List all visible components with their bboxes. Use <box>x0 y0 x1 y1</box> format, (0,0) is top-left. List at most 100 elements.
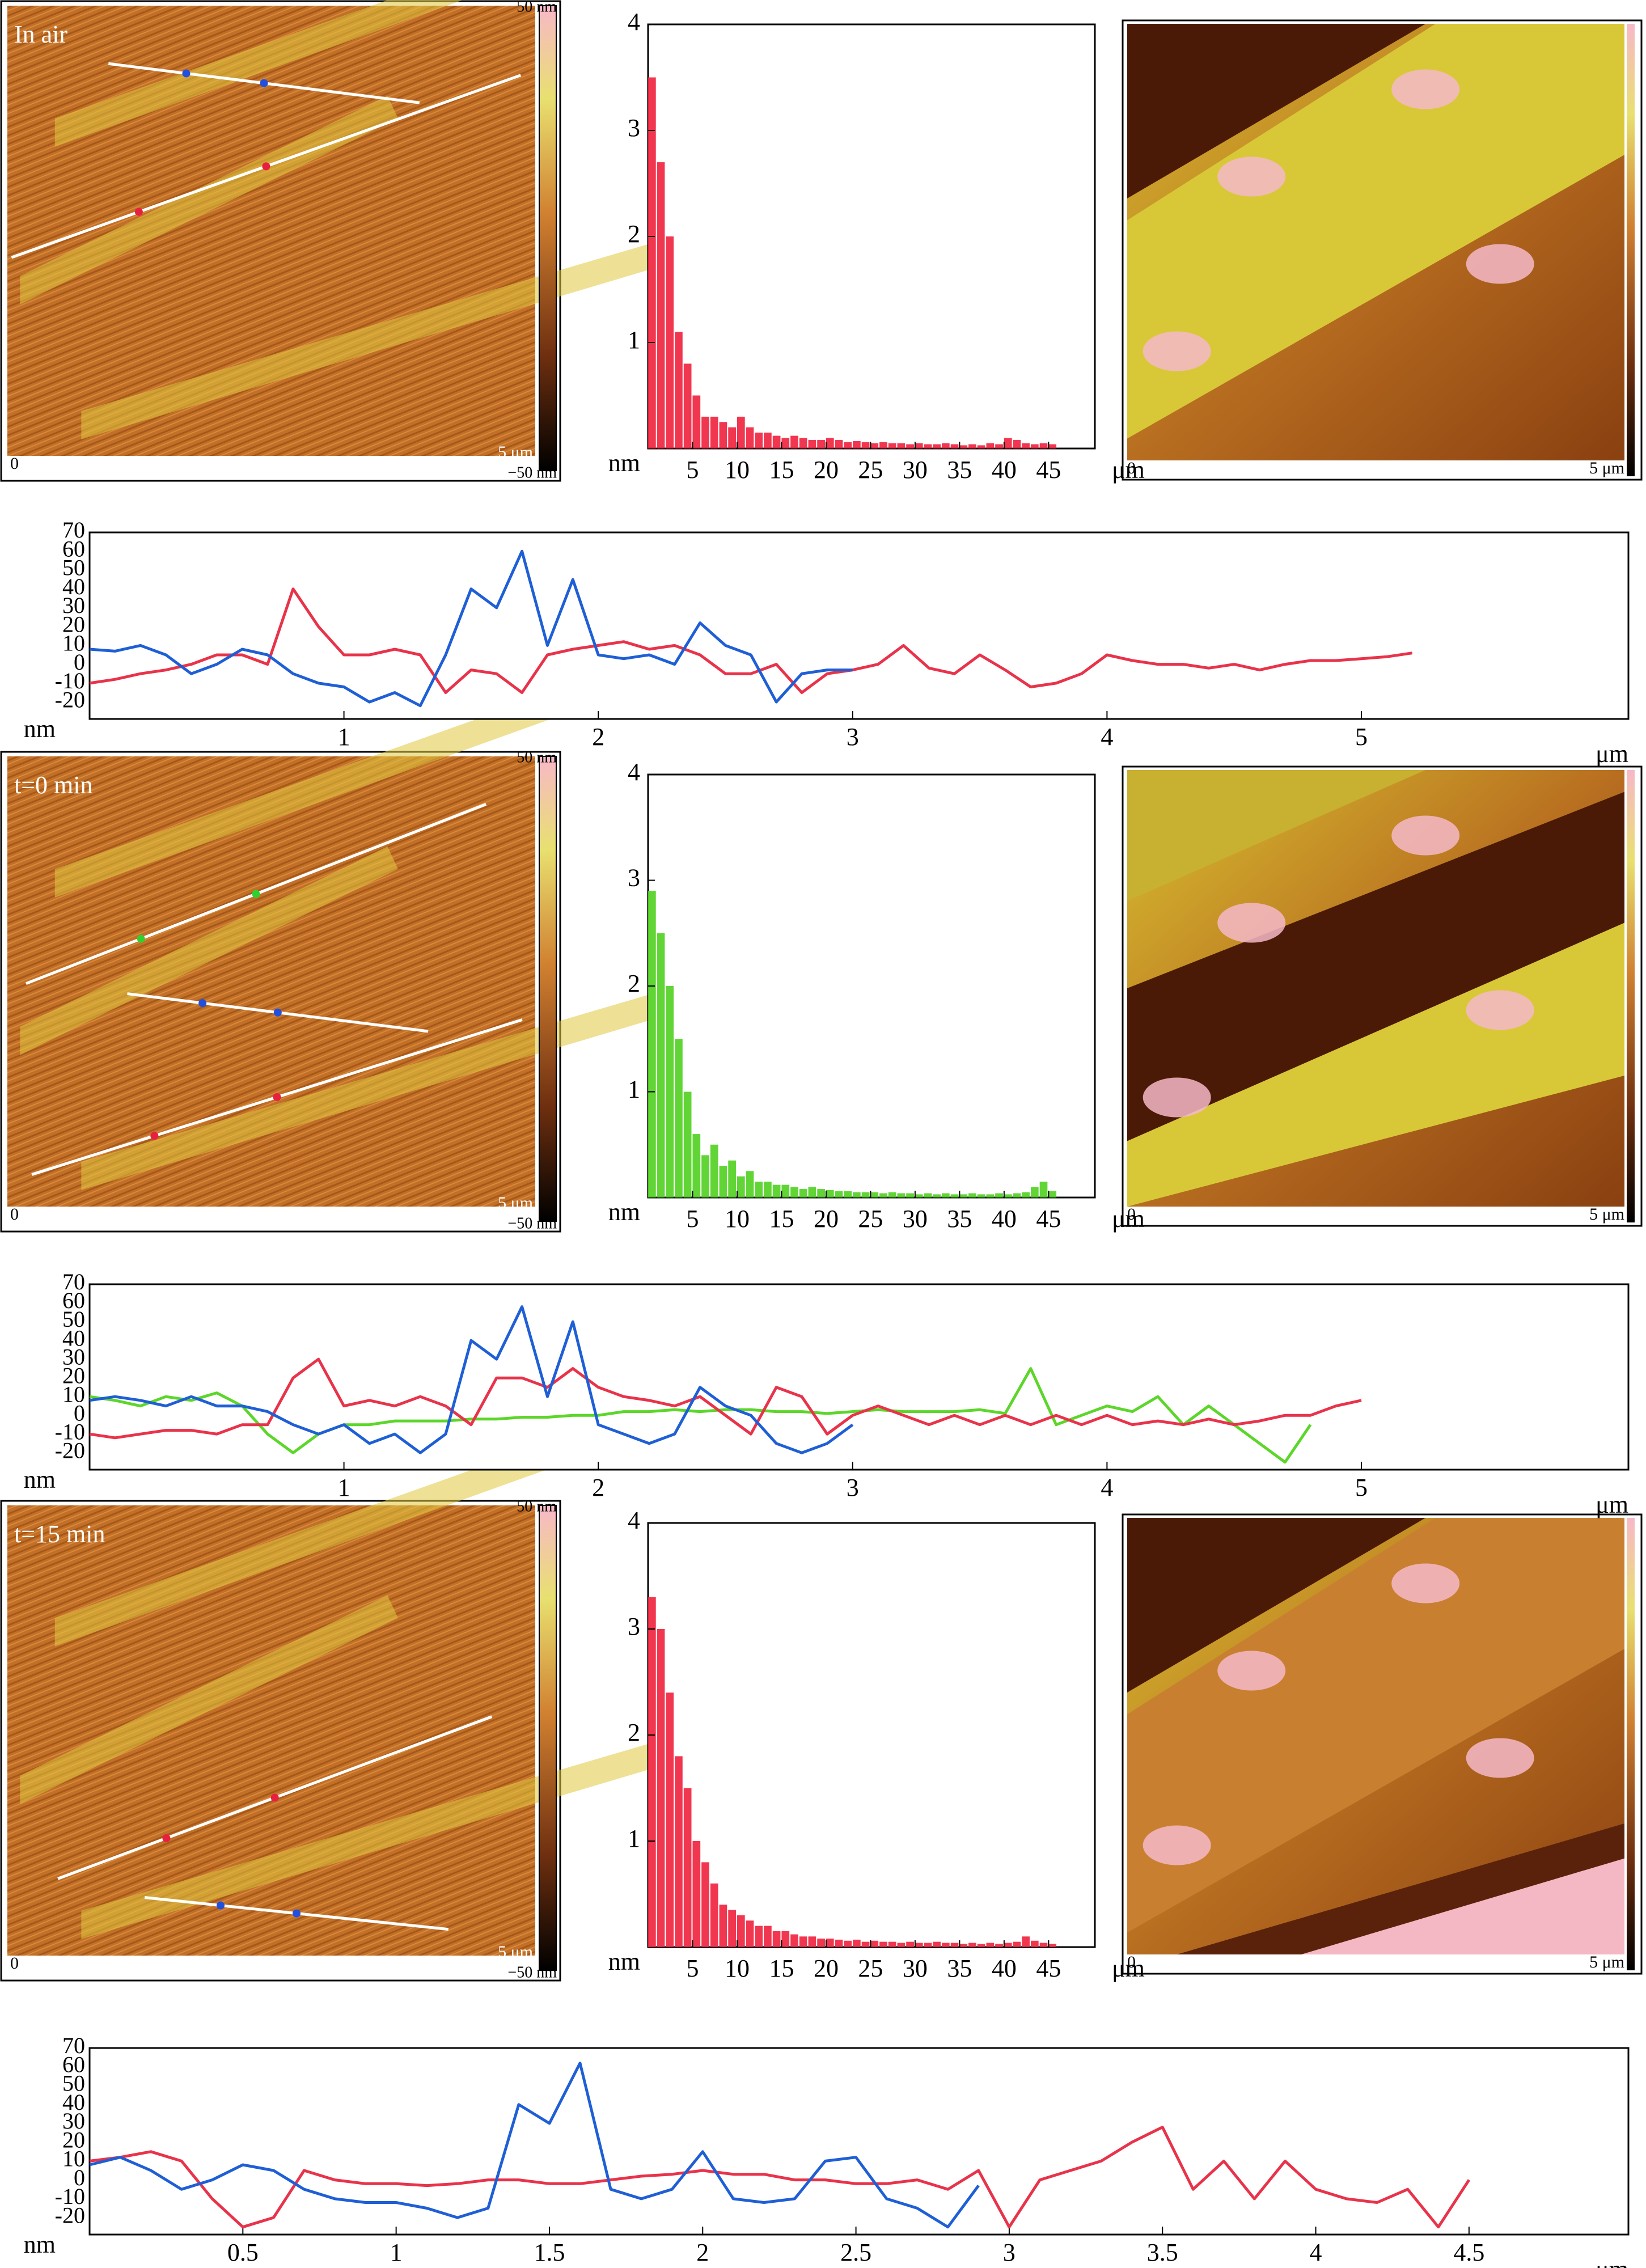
x-tick-label: 5 <box>686 456 699 484</box>
bar <box>1013 1193 1021 1198</box>
colorbar-top: 50 nm <box>517 748 557 766</box>
bar <box>942 1193 950 1198</box>
x-tick-label: 20 <box>814 1954 839 1982</box>
y-axis-label: nm <box>608 1198 640 1226</box>
colorbar <box>1627 770 1635 1222</box>
y-tick-label: 40 <box>62 574 85 599</box>
y-tick-label: 50 <box>62 1306 85 1332</box>
bar <box>959 445 968 448</box>
colorbar-top: 50 nm <box>517 0 557 15</box>
colorbar <box>1627 1518 1635 1970</box>
pink-blob <box>1466 990 1534 1030</box>
bar <box>826 1939 834 1947</box>
bar <box>1048 1191 1057 1198</box>
pink-blob <box>1143 331 1211 371</box>
bar <box>781 1184 790 1198</box>
profile-line <box>89 549 853 708</box>
bar <box>675 332 683 448</box>
bar <box>719 422 727 448</box>
x-tick-label: 10 <box>725 1205 750 1233</box>
x-tick-label: 3.5 <box>1147 2239 1178 2266</box>
bar <box>986 1943 995 1947</box>
y-tick-label: 10 <box>62 1381 85 1407</box>
x-tick-label: 5 <box>1355 723 1368 751</box>
colorbar <box>539 5 557 471</box>
profile-line <box>89 1305 854 1454</box>
y-tick-label: 60 <box>62 1288 85 1313</box>
bar <box>1013 440 1021 448</box>
terrace-edge <box>20 1595 398 1804</box>
bright-terrace <box>1127 770 1426 901</box>
bar <box>710 1144 718 1198</box>
bar <box>692 1841 701 1947</box>
y-tick-label: 30 <box>62 593 85 618</box>
profile-line <box>89 2062 980 2229</box>
bar <box>755 1926 763 1947</box>
bar <box>648 77 656 448</box>
y-tick-label: 50 <box>62 2071 85 2096</box>
x-tick-label: 4 <box>1310 2239 1322 2266</box>
x-tick-label: 30 <box>903 1205 928 1233</box>
y-tick-label: 30 <box>62 2108 85 2134</box>
y-tick-label: 10 <box>62 2146 85 2172</box>
bar <box>799 438 807 448</box>
bar <box>683 1091 692 1198</box>
x-tick-label: 30 <box>903 1954 928 1982</box>
x-axis-label: μm <box>1596 1491 1628 1518</box>
plot-frame <box>647 1522 1096 1948</box>
bar <box>870 443 879 448</box>
x-tick-label: 10 <box>725 1954 750 1982</box>
bar <box>657 933 665 1198</box>
y-tick-label: 50 <box>62 555 85 581</box>
x-tick-label: 40 <box>992 456 1017 484</box>
bar <box>906 1193 914 1198</box>
bar <box>808 440 816 448</box>
bar <box>808 1187 816 1198</box>
pink-blob <box>1391 1563 1460 1603</box>
scan-marker <box>273 1093 281 1101</box>
y-tick-label: 2 <box>628 1719 640 1746</box>
image-origin: 0 <box>10 1205 19 1224</box>
x-tick-label: 25 <box>858 1954 883 1982</box>
x-tick-label: 2.5 <box>840 2239 871 2266</box>
x-axis-label: μm <box>1112 456 1145 484</box>
terrace-edge <box>54 1437 573 1647</box>
bar <box>835 1191 843 1198</box>
scan-marker <box>198 999 207 1008</box>
bar <box>737 1915 745 1947</box>
y-tick-label: 0 <box>74 2165 85 2190</box>
bar <box>746 1920 754 1947</box>
colorbar <box>539 756 557 1222</box>
bar <box>977 1944 985 1947</box>
bar <box>959 1944 968 1947</box>
scan-marker <box>273 1008 282 1017</box>
bar <box>772 1931 781 1947</box>
y-axis-label: nm <box>24 1466 56 1493</box>
y-tick-label: 60 <box>62 2051 85 2077</box>
x-tick-label: 20 <box>814 456 839 484</box>
dark-terrace <box>1127 1518 1426 1692</box>
y-tick-label: 70 <box>62 2033 85 2058</box>
x-tick-label: 4.5 <box>1453 2239 1484 2266</box>
bar <box>648 891 656 1198</box>
plot-frame <box>647 773 1096 1199</box>
x-tick-label: 1 <box>338 1474 350 1501</box>
bar <box>870 1192 879 1198</box>
y-tick-label: 70 <box>62 1269 85 1294</box>
bar <box>764 1926 772 1947</box>
scan-marker <box>260 79 268 87</box>
bar <box>861 442 870 448</box>
y-tick-label: -20 <box>55 2202 85 2228</box>
bar <box>826 438 834 448</box>
y-tick-label: 0 <box>74 649 85 675</box>
bar <box>950 444 959 448</box>
x-tick-label: 40 <box>992 1205 1017 1233</box>
image-origin: 0 <box>10 1954 19 1973</box>
bar <box>701 1155 709 1198</box>
y-tick-label: 30 <box>62 1344 85 1369</box>
bar <box>675 1756 683 1947</box>
bar <box>1022 1936 1030 1947</box>
x-tick-label: 15 <box>769 1205 794 1233</box>
colorbar <box>1627 24 1635 476</box>
